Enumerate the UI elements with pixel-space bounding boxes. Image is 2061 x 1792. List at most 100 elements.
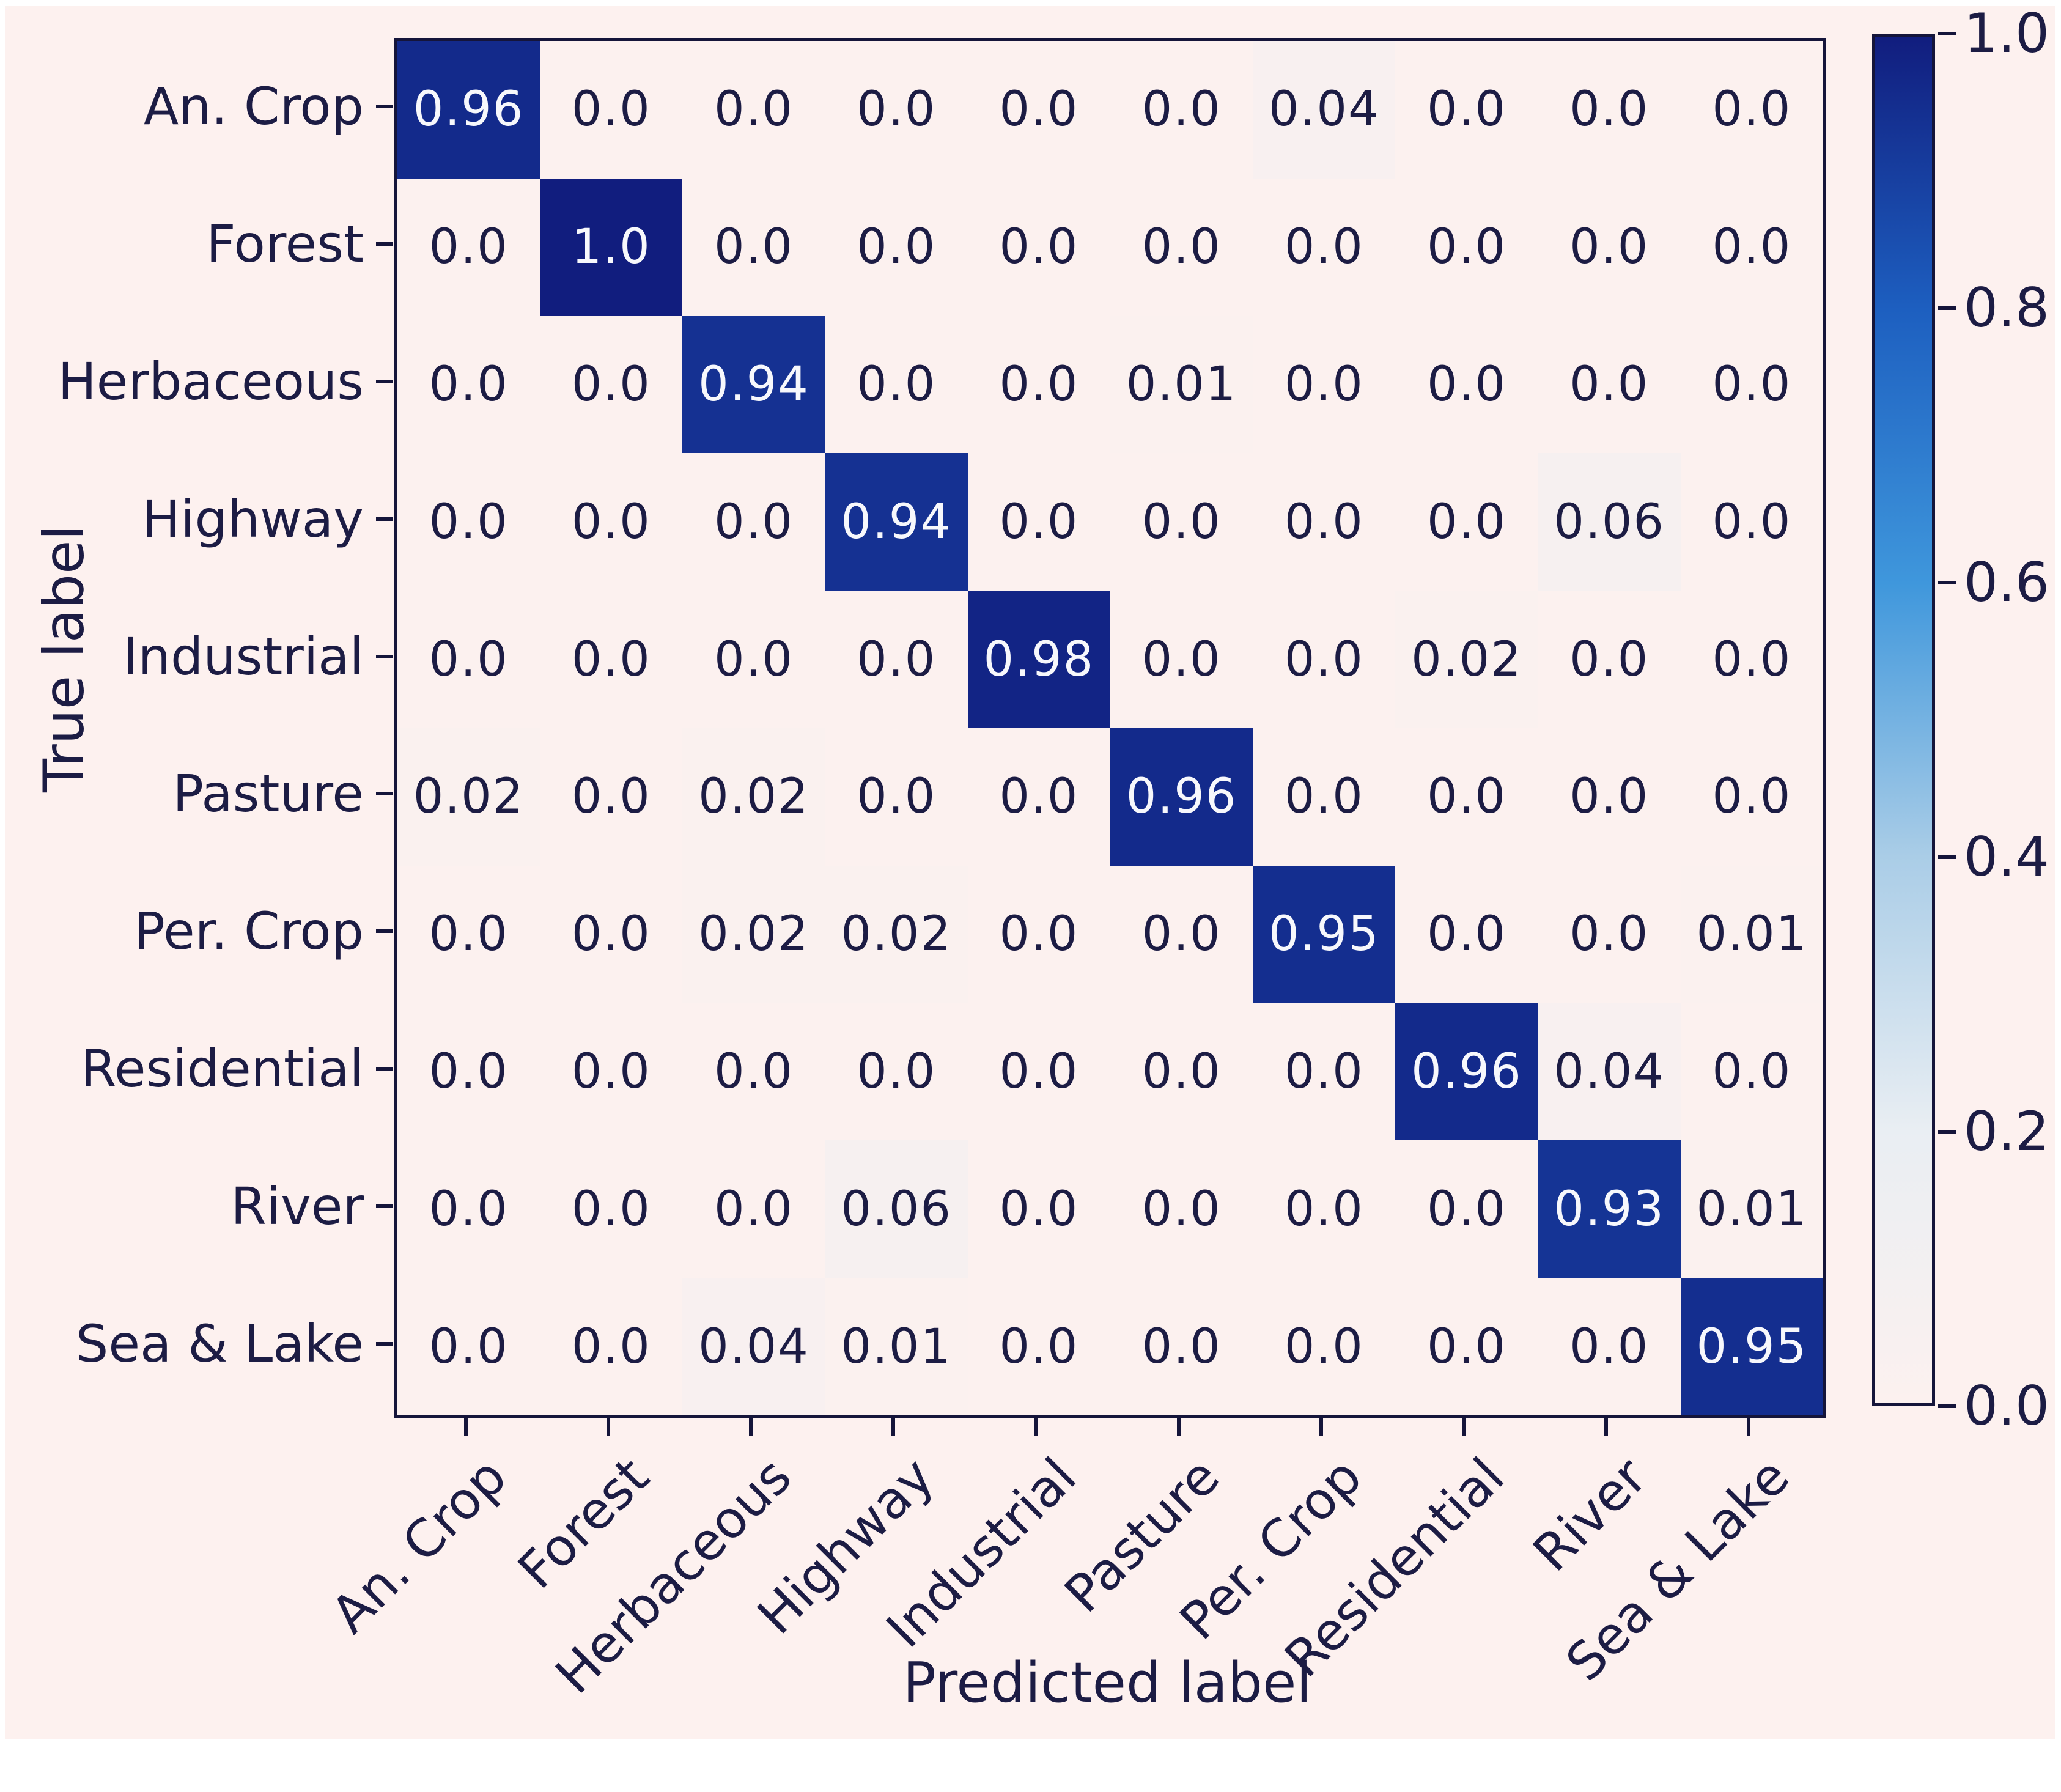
matrix-cell: 0.95 bbox=[1680, 1278, 1823, 1415]
colorbar bbox=[1872, 34, 1935, 1406]
matrix-cell: 0.0 bbox=[1253, 453, 1396, 591]
matrix-cell: 0.0 bbox=[397, 1278, 540, 1415]
matrix-cell: 0.94 bbox=[682, 315, 825, 454]
matrix-cell: 1.0 bbox=[540, 178, 683, 316]
y-tick-mark bbox=[376, 105, 393, 109]
y-tick-mark bbox=[376, 929, 393, 934]
matrix-cell: 0.0 bbox=[1110, 865, 1253, 1003]
matrix-cell: 0.96 bbox=[1395, 1003, 1538, 1141]
matrix-cell: 0.0 bbox=[1395, 178, 1538, 316]
matrix-cell: 0.96 bbox=[397, 41, 540, 179]
matrix-cell: 0.02 bbox=[825, 865, 968, 1003]
matrix-cell: 0.02 bbox=[1395, 591, 1538, 728]
matrix-cell: 0.0 bbox=[682, 591, 825, 728]
matrix-cell: 0.01 bbox=[825, 1278, 968, 1415]
matrix-cell: 0.0 bbox=[1680, 1003, 1823, 1141]
x-tick-mark bbox=[1462, 1418, 1466, 1436]
matrix-cell: 0.0 bbox=[1253, 1140, 1396, 1278]
y-tick-label: Sea & Lake bbox=[76, 1313, 364, 1374]
matrix-cell: 0.0 bbox=[967, 1003, 1110, 1141]
matrix-cell: 0.0 bbox=[1395, 453, 1538, 591]
matrix-cell: 0.0 bbox=[397, 1140, 540, 1278]
matrix-cell: 0.94 bbox=[825, 453, 968, 591]
y-tick-label: River bbox=[230, 1176, 364, 1236]
colorbar-tick-label: 0.2 bbox=[1964, 1100, 2049, 1163]
colorbar-tick-label: 1.0 bbox=[1964, 2, 2049, 65]
confusion-matrix-plot: 0.96 0.0 0.0 0.0 0.0 0.0 0.04 0.0 0.0 0.0 0.0 1.0 0.… bbox=[394, 38, 1826, 1418]
matrix-cell: 0.0 bbox=[1110, 591, 1253, 728]
matrix-cell: 0.0 bbox=[682, 41, 825, 179]
matrix-cell: 0.0 bbox=[967, 453, 1110, 591]
matrix-cell: 0.0 bbox=[1395, 41, 1538, 179]
matrix-cell: 0.0 bbox=[967, 178, 1110, 316]
matrix-cell: 0.0 bbox=[825, 178, 968, 316]
x-tick-mark bbox=[1034, 1418, 1038, 1436]
matrix-cell: 0.0 bbox=[825, 315, 968, 454]
matrix-cell: 0.02 bbox=[682, 865, 825, 1003]
matrix-cell: 0.0 bbox=[967, 315, 1110, 454]
matrix-cell: 0.0 bbox=[1395, 1278, 1538, 1415]
matrix-cell: 0.0 bbox=[1395, 865, 1538, 1003]
colorbar-tick-label: 0.4 bbox=[1964, 825, 2049, 888]
y-tick-mark bbox=[376, 654, 393, 658]
colorbar-tick-mark bbox=[1938, 581, 1956, 584]
matrix-cell: 0.01 bbox=[1110, 315, 1253, 454]
y-tick-label: Residential bbox=[81, 1039, 364, 1099]
matrix-cell: 0.01 bbox=[1680, 1140, 1823, 1278]
y-tick-mark bbox=[376, 792, 393, 796]
matrix-cell: 0.0 bbox=[1110, 1003, 1253, 1141]
matrix-cell: 0.0 bbox=[682, 1140, 825, 1278]
matrix-cell: 0.0 bbox=[1253, 591, 1396, 728]
matrix-cell: 0.95 bbox=[1253, 865, 1396, 1003]
y-tick-label: Per. Crop bbox=[134, 901, 364, 962]
matrix-cell: 0.0 bbox=[1253, 728, 1396, 866]
matrix-cell: 0.0 bbox=[825, 728, 968, 866]
matrix-cell: 0.0 bbox=[1253, 1003, 1396, 1141]
matrix-cell: 0.0 bbox=[540, 1278, 683, 1415]
x-axis-title: Predicted label bbox=[902, 1651, 1312, 1715]
matrix-cell: 0.0 bbox=[682, 1003, 825, 1141]
matrix-cell: 0.0 bbox=[540, 591, 683, 728]
matrix-cell: 0.0 bbox=[540, 865, 683, 1003]
colorbar-tick-mark bbox=[1938, 306, 1956, 310]
matrix-cell: 0.98 bbox=[967, 591, 1110, 728]
matrix-cell: 0.0 bbox=[1538, 41, 1681, 179]
matrix-cell: 0.0 bbox=[967, 41, 1110, 179]
matrix-cell: 0.0 bbox=[397, 591, 540, 728]
y-tick-mark bbox=[376, 242, 393, 246]
matrix-cell: 0.0 bbox=[682, 178, 825, 316]
matrix-cell: 0.0 bbox=[825, 41, 968, 179]
y-tick-label: Herbaceous bbox=[57, 352, 364, 411]
matrix-cell: 0.0 bbox=[540, 1140, 683, 1278]
colorbar-tick-mark bbox=[1938, 855, 1956, 859]
y-axis-title: True label bbox=[32, 525, 97, 792]
matrix-cell: 0.0 bbox=[1680, 591, 1823, 728]
matrix-cell: 0.93 bbox=[1538, 1140, 1681, 1278]
matrix-cell: 0.0 bbox=[1110, 178, 1253, 316]
matrix-cell: 0.04 bbox=[682, 1278, 825, 1415]
matrix-cell: 0.0 bbox=[825, 1003, 968, 1141]
matrix-cell: 0.0 bbox=[540, 453, 683, 591]
x-tick-mark bbox=[1319, 1418, 1323, 1436]
matrix-cell: 0.06 bbox=[825, 1140, 968, 1278]
y-tick-mark bbox=[376, 1204, 393, 1208]
matrix-cell: 0.0 bbox=[1110, 1140, 1253, 1278]
matrix-cell: 0.0 bbox=[397, 315, 540, 454]
matrix-cell: 0.0 bbox=[967, 728, 1110, 866]
y-tick-label: Forest bbox=[206, 214, 364, 275]
colorbar-tick-mark bbox=[1938, 1404, 1956, 1408]
x-tick-mark bbox=[891, 1418, 896, 1436]
x-tick-mark bbox=[1747, 1418, 1751, 1436]
x-tick-mark bbox=[1604, 1418, 1609, 1436]
x-tick-mark bbox=[606, 1418, 610, 1436]
matrix-cell: 0.0 bbox=[1538, 865, 1681, 1003]
matrix-cell: 0.0 bbox=[540, 41, 683, 179]
matrix-cell: 0.0 bbox=[1395, 728, 1538, 866]
x-tick-mark bbox=[749, 1418, 753, 1436]
matrix-cell: 0.0 bbox=[540, 1003, 683, 1141]
matrix-cell: 0.0 bbox=[1538, 1278, 1681, 1415]
matrix-cell: 0.0 bbox=[967, 865, 1110, 1003]
matrix-cell: 0.0 bbox=[1680, 453, 1823, 591]
matrix-cell: 0.96 bbox=[1110, 728, 1253, 866]
x-tick-mark bbox=[1176, 1418, 1181, 1436]
